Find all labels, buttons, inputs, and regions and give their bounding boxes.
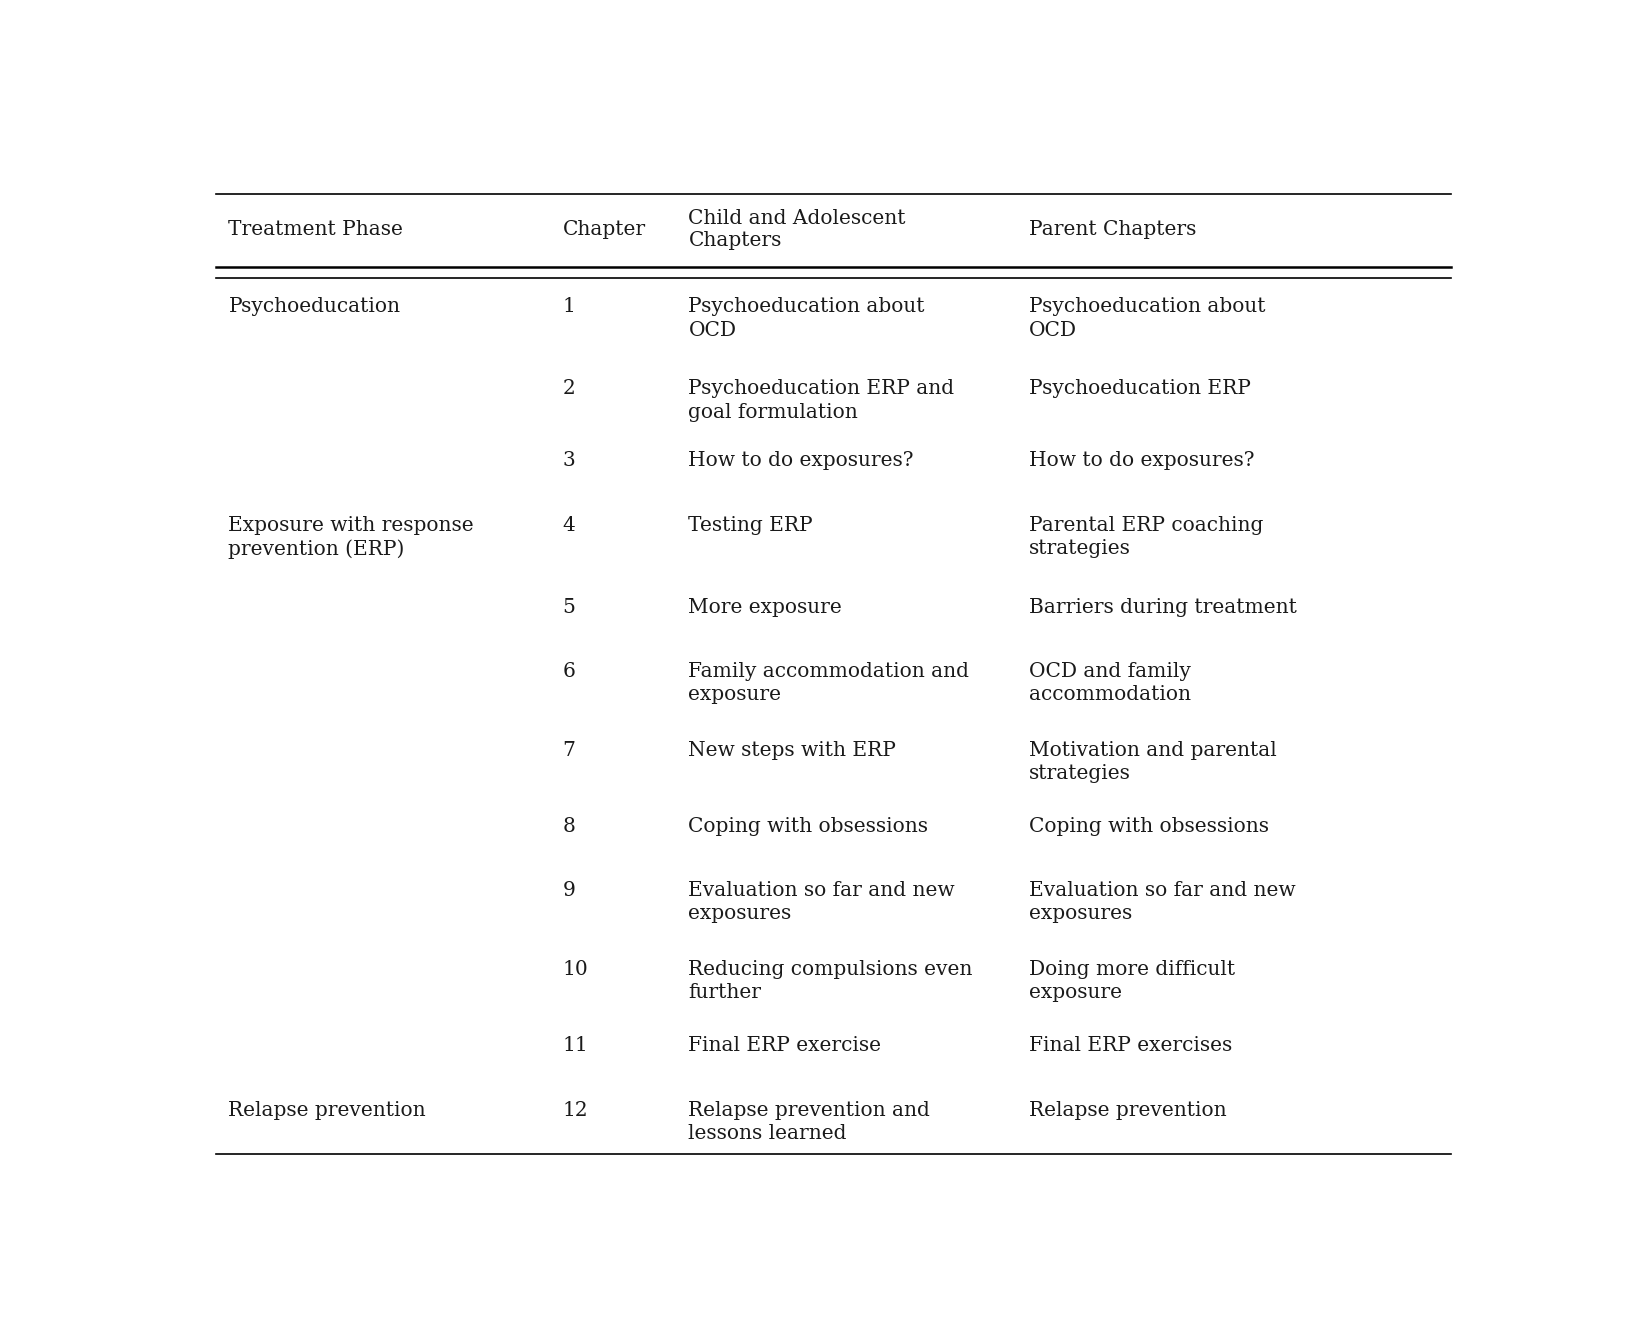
Text: 5: 5 [563, 598, 576, 618]
Text: 2: 2 [563, 379, 576, 398]
Text: Evaluation so far and new
exposures: Evaluation so far and new exposures [1029, 881, 1296, 923]
Text: Final ERP exercises: Final ERP exercises [1029, 1036, 1233, 1055]
Text: Exposure with response
prevention (ERP): Exposure with response prevention (ERP) [228, 516, 475, 560]
Text: Psychoeducation: Psychoeducation [228, 298, 400, 316]
Text: 12: 12 [563, 1101, 589, 1119]
Text: Coping with obsessions: Coping with obsessions [1029, 817, 1268, 836]
Text: 11: 11 [563, 1036, 589, 1055]
Text: Motivation and parental
strategies: Motivation and parental strategies [1029, 741, 1276, 784]
Text: Psychoeducation about
OCD: Psychoeducation about OCD [1029, 298, 1265, 340]
Text: 4: 4 [563, 516, 576, 535]
Text: 10: 10 [563, 960, 589, 979]
Text: Final ERP exercise: Final ERP exercise [688, 1036, 881, 1055]
Text: How to do exposures?: How to do exposures? [688, 452, 914, 470]
Text: 3: 3 [563, 452, 576, 470]
Text: Barriers during treatment: Barriers during treatment [1029, 598, 1296, 618]
Text: How to do exposures?: How to do exposures? [1029, 452, 1254, 470]
Text: Parent Chapters: Parent Chapters [1029, 220, 1197, 238]
Text: Treatment Phase: Treatment Phase [228, 220, 403, 238]
Text: OCD and family
accommodation: OCD and family accommodation [1029, 661, 1190, 705]
Text: Child and Adolescent
Chapters: Child and Adolescent Chapters [688, 208, 906, 249]
Text: Parental ERP coaching
strategies: Parental ERP coaching strategies [1029, 516, 1263, 558]
Text: Psychoeducation ERP and
goal formulation: Psychoeducation ERP and goal formulation [688, 379, 954, 421]
Text: Psychoeducation ERP: Psychoeducation ERP [1029, 379, 1250, 398]
Text: Chapter: Chapter [563, 220, 646, 238]
Text: Evaluation so far and new
exposures: Evaluation so far and new exposures [688, 881, 954, 923]
Text: More exposure: More exposure [688, 598, 842, 618]
Text: Doing more difficult
exposure: Doing more difficult exposure [1029, 960, 1234, 1002]
Text: New steps with ERP: New steps with ERP [688, 741, 896, 760]
Text: 1: 1 [563, 298, 576, 316]
Text: 7: 7 [563, 741, 576, 760]
Text: 9: 9 [563, 881, 576, 900]
Text: Family accommodation and
exposure: Family accommodation and exposure [688, 661, 969, 705]
Text: Coping with obsessions: Coping with obsessions [688, 817, 928, 836]
Text: Relapse prevention: Relapse prevention [1029, 1101, 1226, 1119]
Text: Testing ERP: Testing ERP [688, 516, 813, 535]
Text: Relapse prevention: Relapse prevention [228, 1101, 426, 1119]
Text: Relapse prevention and
lessons learned: Relapse prevention and lessons learned [688, 1101, 930, 1143]
Text: Psychoeducation about
OCD: Psychoeducation about OCD [688, 298, 925, 340]
Text: Reducing compulsions even
further: Reducing compulsions even further [688, 960, 972, 1002]
Text: 6: 6 [563, 661, 576, 681]
Text: 8: 8 [563, 817, 576, 836]
